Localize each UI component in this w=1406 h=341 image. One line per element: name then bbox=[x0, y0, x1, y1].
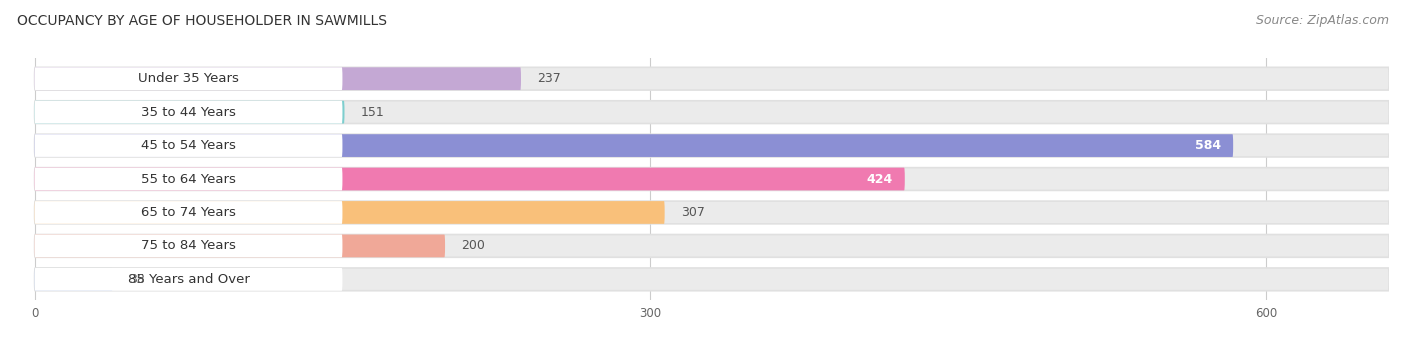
FancyBboxPatch shape bbox=[35, 168, 905, 190]
FancyBboxPatch shape bbox=[35, 101, 344, 123]
FancyBboxPatch shape bbox=[35, 235, 343, 257]
FancyBboxPatch shape bbox=[35, 134, 1389, 157]
Text: 200: 200 bbox=[461, 239, 485, 252]
Text: 35 to 44 Years: 35 to 44 Years bbox=[141, 106, 236, 119]
Text: 85 Years and Over: 85 Years and Over bbox=[128, 273, 249, 286]
Text: 307: 307 bbox=[681, 206, 704, 219]
FancyBboxPatch shape bbox=[35, 201, 665, 224]
FancyBboxPatch shape bbox=[35, 201, 1389, 224]
Text: Source: ZipAtlas.com: Source: ZipAtlas.com bbox=[1256, 14, 1389, 27]
FancyBboxPatch shape bbox=[35, 268, 112, 291]
FancyBboxPatch shape bbox=[35, 67, 522, 90]
FancyBboxPatch shape bbox=[35, 235, 1389, 257]
Text: 424: 424 bbox=[866, 173, 893, 186]
Text: 38: 38 bbox=[129, 273, 145, 286]
Text: OCCUPANCY BY AGE OF HOUSEHOLDER IN SAWMILLS: OCCUPANCY BY AGE OF HOUSEHOLDER IN SAWMI… bbox=[17, 14, 387, 28]
FancyBboxPatch shape bbox=[35, 67, 343, 90]
FancyBboxPatch shape bbox=[35, 268, 1389, 291]
FancyBboxPatch shape bbox=[35, 268, 343, 291]
FancyBboxPatch shape bbox=[35, 201, 343, 224]
Text: 237: 237 bbox=[537, 72, 561, 85]
FancyBboxPatch shape bbox=[35, 168, 1389, 190]
Text: 151: 151 bbox=[361, 106, 385, 119]
FancyBboxPatch shape bbox=[35, 235, 446, 257]
Text: Under 35 Years: Under 35 Years bbox=[138, 72, 239, 85]
FancyBboxPatch shape bbox=[35, 67, 1389, 90]
FancyBboxPatch shape bbox=[35, 168, 343, 190]
FancyBboxPatch shape bbox=[35, 101, 343, 123]
Text: 65 to 74 Years: 65 to 74 Years bbox=[141, 206, 236, 219]
Text: 55 to 64 Years: 55 to 64 Years bbox=[141, 173, 236, 186]
Text: 584: 584 bbox=[1195, 139, 1220, 152]
FancyBboxPatch shape bbox=[35, 101, 1389, 123]
FancyBboxPatch shape bbox=[35, 134, 343, 157]
Text: 45 to 54 Years: 45 to 54 Years bbox=[141, 139, 236, 152]
FancyBboxPatch shape bbox=[35, 134, 1233, 157]
Text: 75 to 84 Years: 75 to 84 Years bbox=[141, 239, 236, 252]
